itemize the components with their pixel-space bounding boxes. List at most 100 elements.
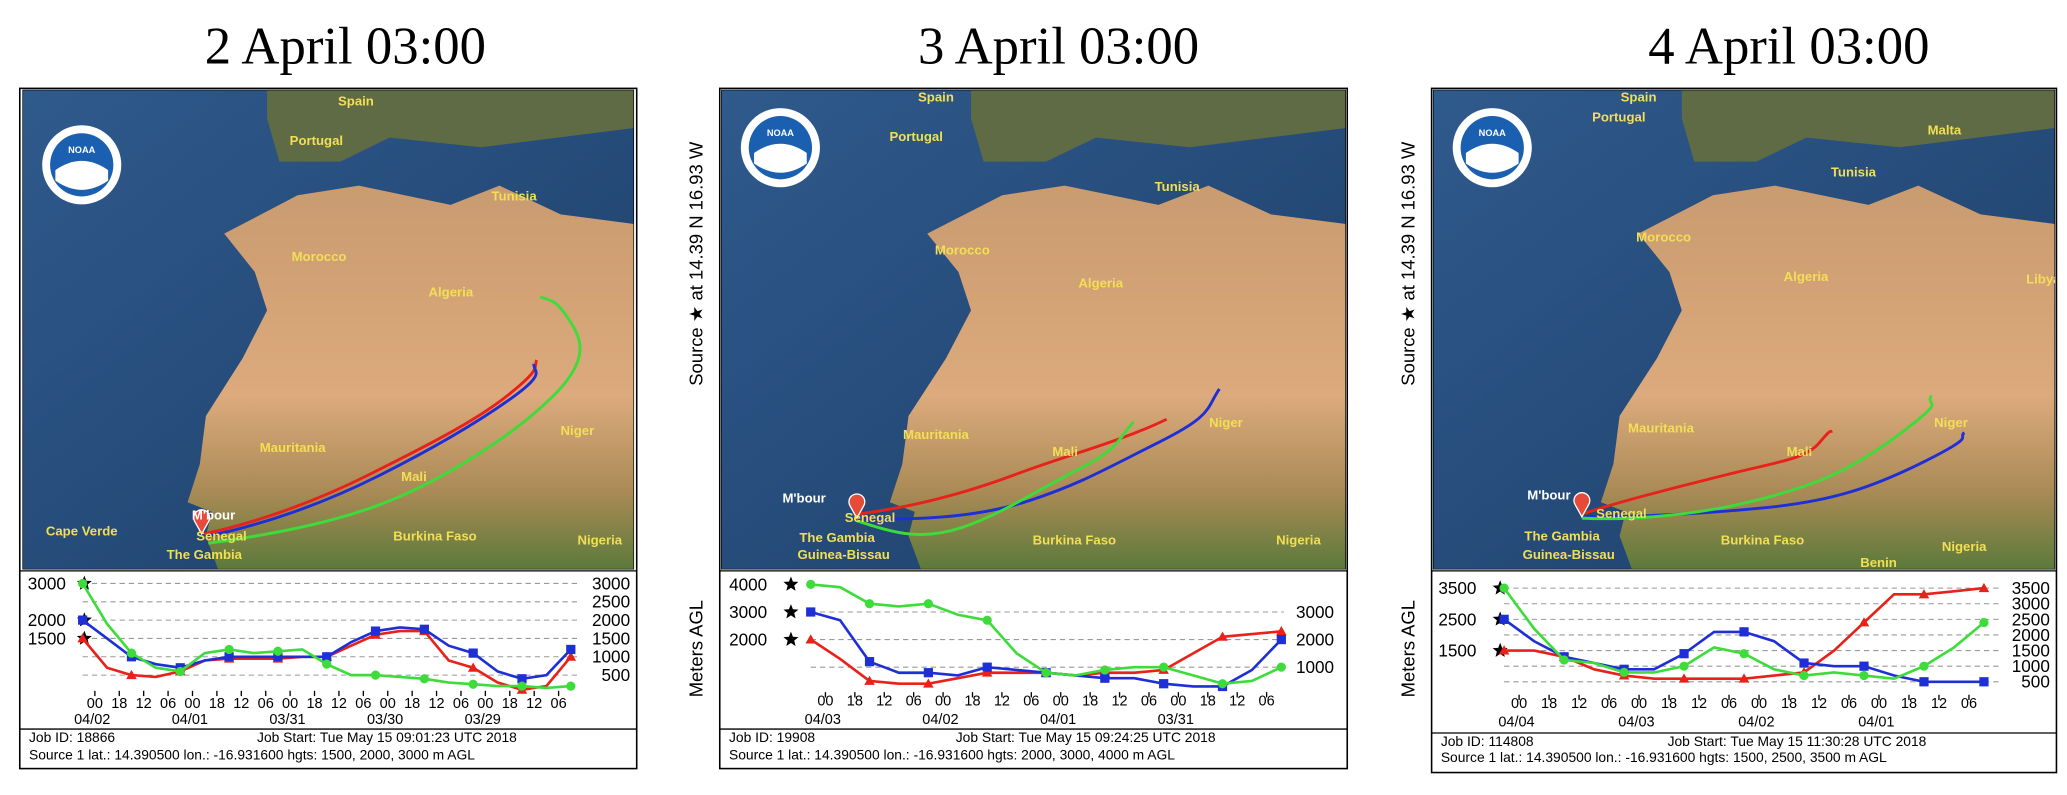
marker [864,599,875,609]
panel-title: 4 April 03:00 [1648,17,1929,75]
x-tick-label: 12 [1811,696,1827,712]
marker [1739,627,1749,637]
x-tick-label: 00 [477,696,493,712]
source-pin [1573,492,1591,519]
x-tick-label: 00 [184,696,200,712]
y-tick-label-left: 1500 [1438,640,1476,660]
panel-frame [18,87,638,770]
marker [1799,670,1809,681]
marker [1799,658,1809,668]
y-tick-label-right: 3000 [1296,602,1334,622]
x-tick-label: 00 [87,696,103,712]
x-tick-label: 12 [1229,693,1245,709]
marker [1619,667,1629,678]
place-label: Nigeria [1276,532,1321,547]
marker [467,662,479,672]
place-label: Burkina Faso [1033,532,1116,547]
marker [1858,617,1870,627]
job-id: Job ID: 18866 [29,729,115,745]
x-tick-label: 00 [1511,696,1527,712]
x-tick-label: 18 [1661,696,1677,712]
africa [187,185,635,570]
x-tick-label: 06 [1023,693,1039,709]
trajectory [204,359,538,536]
place-label: Senegal [845,510,896,525]
marker [78,578,88,589]
marker [1159,679,1169,689]
trajectory [856,388,1221,521]
y-tick-label-left: 2500 [1438,609,1476,629]
x-tick-label: 12 [1111,693,1127,709]
marker [1739,649,1749,659]
marker [1679,649,1689,659]
europe [1681,89,2056,162]
place-label: Algeria [1078,275,1123,290]
y-axis-label: Meters AGL [686,600,707,697]
place-label: Mali [401,469,427,484]
y-tick-label-right: 1500 [592,628,630,648]
place-label: M'bour [1527,488,1570,503]
date-label: 04/02 [1738,714,1774,730]
x-tick-label: 00 [1631,696,1647,712]
marker [1498,645,1510,655]
place-label: Mali [1052,444,1078,459]
y-axis-label: Meters AGL [1397,600,1418,697]
place-label: M'bour [782,490,825,505]
date-label: 04/02 [922,712,958,728]
x-tick-label: 00 [1170,693,1186,709]
marker [565,651,577,661]
place-label: Algeria [429,285,474,300]
place-label: Tunisia [1155,179,1201,194]
source-info: Source 1 lat.: 14.390500 lon.: -16.93160… [1441,749,1887,765]
trajectory [208,295,582,545]
trajectory [1581,394,1934,521]
x-tick-label: 00 [282,696,298,712]
date-label: 03/29 [465,712,501,728]
marker [322,652,332,662]
marker [1276,634,1286,645]
place-label: Cape Verde [46,523,118,538]
job-start: Job Start: Tue May 15 11:30:28 UTC 2018 [1668,733,1927,749]
job-start: Job Start: Tue May 15 09:24:25 UTC 2018 [956,729,1216,745]
place-label: Algeria [1784,269,1829,284]
x-tick-label: 12 [876,693,892,709]
place-label: Libya [2026,271,2061,286]
marker [805,634,816,644]
date-label: 04/03 [805,712,841,728]
africa [1600,185,2056,570]
x-tick-label: 00 [817,693,833,709]
y-tick-label-right: 3000 [592,573,630,593]
x-tick-label: 18 [1781,696,1797,712]
y-tick-label-left: 3500 [1438,578,1476,598]
marker [126,669,137,680]
place-label: Niger [1209,415,1243,430]
panel-frame [1430,87,2058,774]
marker [1159,662,1169,672]
x-tick-label: 18 [404,696,420,712]
trajectory [1581,429,1834,516]
y-tick-label-left: 2000 [28,610,66,630]
job-id: Job ID: 114808 [1441,733,1534,749]
marker [982,662,992,672]
marker [273,646,283,656]
panel-frame [718,87,1349,770]
place-label: Portugal [889,129,942,144]
date-label: 04/03 [1618,714,1654,730]
marker [1919,661,1929,671]
source-star [783,604,799,619]
marker [224,644,234,655]
marker [1978,582,1990,593]
x-tick-label: 06 [258,696,274,712]
marker [370,670,381,680]
place-label: Guinea-Bissau [1523,547,1615,562]
place-label: Spain [338,94,374,109]
y-tick-label-right: 2000 [1296,630,1334,650]
marker [1979,617,1989,628]
y-tick-label-right: 2500 [2012,609,2050,629]
x-tick-label: 06 [1601,696,1617,712]
place-label: Senegal [1596,506,1647,521]
x-tick-label: 18 [1541,696,1557,712]
x-tick-label: 12 [331,696,347,712]
marker [77,633,88,643]
x-tick-label: 06 [355,696,371,712]
